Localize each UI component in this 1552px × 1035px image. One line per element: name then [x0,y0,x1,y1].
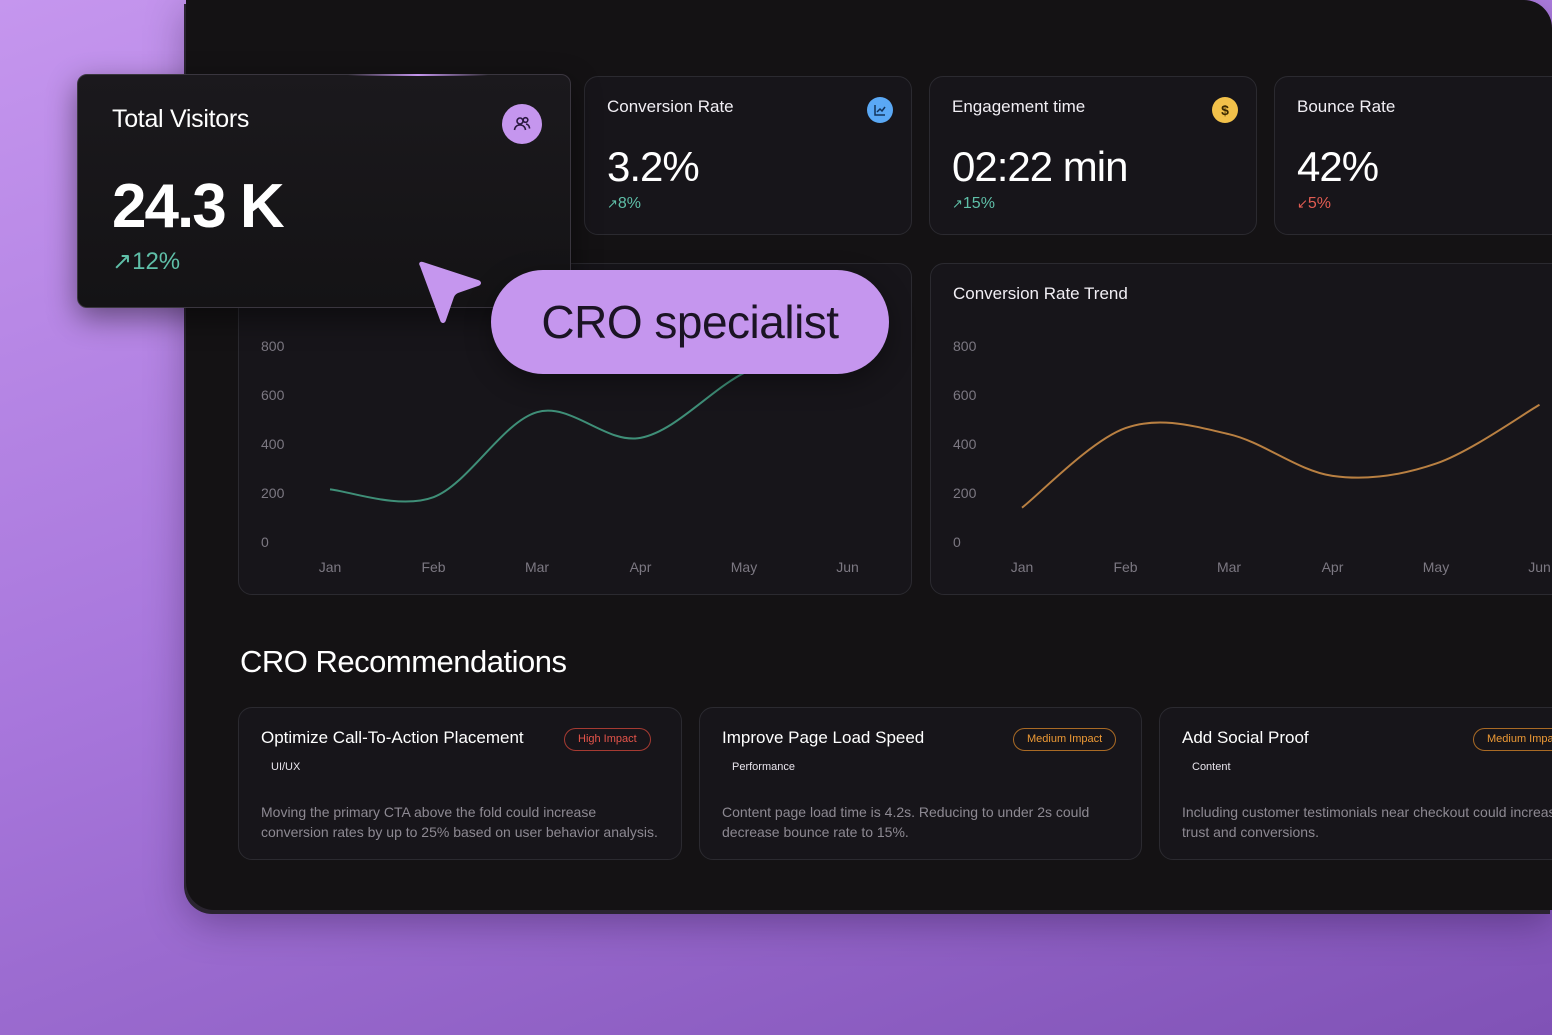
metric-value: 02:22 min [952,143,1128,190]
category-tag: UI/UX [271,761,301,773]
series-line [1021,403,1540,509]
x-tick-label: Mar [525,559,549,575]
x-tick-label: May [731,559,757,575]
total-visitors-card[interactable]: Total Visitors 24.3 K ↗12% [77,74,571,308]
recommendation-card[interactable]: Add Social Proof Medium Impact Content I… [1159,707,1552,860]
metric-card-conversion-rate[interactable]: Conversion Rate 3.2% ↗8% [584,76,912,235]
x-tick-label: Apr [630,559,652,575]
x-tick-label: May [1423,559,1449,575]
x-tick-label: Jun [1528,559,1551,575]
category-tag: Performance [732,761,795,773]
impact-badge: Medium Impact [1473,728,1552,751]
trend-up-icon: ↗ [952,196,963,211]
metric-change: ↗15% [952,195,995,212]
x-tick-label: Mar [1217,559,1241,575]
cursor-pointer-icon [419,261,481,323]
y-tick-label: 400 [261,436,285,452]
visitors-change: ↗12% [112,248,181,275]
metric-title: Conversion Rate [607,97,734,116]
x-tick-label: Apr [1322,559,1344,575]
metric-value: 42% [1297,143,1379,190]
recommendation-description: Including customer testimonials near che… [1182,804,1552,840]
x-tick-label: Jan [319,559,342,575]
recommendations-heading: CRO Recommendations [240,644,567,679]
impact-badge: High Impact [564,728,651,751]
trend-up-icon: ↗ [112,248,133,275]
visitors-title: Total Visitors [112,105,250,133]
x-tick-label: Jan [1011,559,1034,575]
x-tick-label: Feb [1113,559,1137,575]
y-tick-label: 800 [261,338,285,354]
cro-specialist-pill: CRO specialist [491,270,889,374]
y-tick-label: 0 [953,534,961,550]
y-tick-label: 200 [261,485,285,501]
x-tick-label: Feb [421,559,445,575]
recommendation-card[interactable]: Improve Page Load Speed Medium Impact Pe… [699,707,1142,860]
recommendation-title: Add Social Proof [1182,728,1309,747]
recommendation-card[interactable]: Optimize Call-To-Action Placement High I… [238,707,682,860]
recommendation-description: Moving the primary CTA above the fold co… [261,804,658,840]
users-icon [502,104,542,144]
y-tick-label: 0 [261,534,269,550]
x-tick-label: Jun [836,559,859,575]
pill-label: CRO specialist [541,296,839,348]
y-tick-label: 600 [261,387,285,403]
metric-title: Bounce Rate [1297,97,1396,116]
metric-card-bounce-rate[interactable]: Bounce Rate 42% ↙5% [1274,76,1552,235]
card-glow [348,74,488,76]
y-tick-label: 200 [953,485,977,501]
recommendation-title: Improve Page Load Speed [722,728,925,747]
metric-title: Engagement time [952,97,1086,116]
metric-card-engagement-time[interactable]: Engagement time $ 02:22 min ↗15% [929,76,1257,235]
recommendation-description: Content page load time is 4.2s. Reducing… [722,804,1090,840]
y-tick-label: 400 [953,436,977,452]
category-tag: Content [1192,761,1231,773]
metric-change: ↗8% [607,195,642,212]
metric-value: 3.2% [607,143,700,190]
y-tick-label: 800 [953,338,977,354]
metric-change: ↙5% [1297,195,1332,212]
dashboard-panel: Conversion Rate 3.2% ↗8% Engagement time… [186,0,1552,910]
chart-line-icon [867,97,893,123]
trend-up-icon: ↗ [607,196,618,211]
visitors-value: 24.3 K [112,172,285,241]
trend-down-icon: ↙ [1297,196,1308,211]
dollar-icon: $ [1212,97,1238,123]
recommendation-title: Optimize Call-To-Action Placement [261,728,524,747]
conversion-trend-line-chart: 0 200 400 600 800 Jan Feb Mar Apr May Jun [953,338,1551,575]
chart-title: Conversion Rate Trend [953,284,1128,303]
conversion-trend-chart-card: Conversion Rate Trend 0 200 400 600 800 Jan Fe… [930,263,1552,595]
y-tick-label: 600 [953,387,977,403]
impact-badge: Medium Impact [1013,728,1117,751]
